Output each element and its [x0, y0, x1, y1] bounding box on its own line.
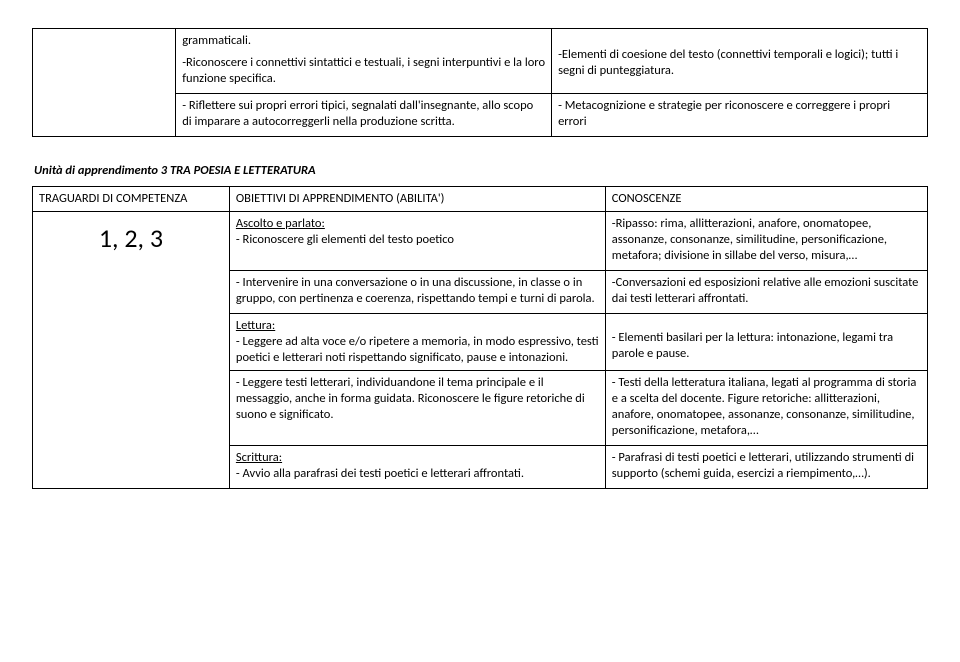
text: - Parafrasi di testi poetici e letterari…	[612, 450, 921, 482]
text: -Conversazioni ed esposizioni relative a…	[612, 275, 921, 307]
subheading: Ascolto e parlato:	[236, 216, 325, 231]
text: - Riflettere sui propri errori tipici, s…	[182, 98, 545, 130]
traguardi-cell: 1, 2, 3	[33, 212, 230, 489]
header-cell: OBIETTIVI DI APPRENDIMENTO (ABILITA')	[229, 187, 605, 212]
text: - Leggere ad alta voce e/o ripetere a me…	[236, 334, 599, 365]
text: - Testi della letteratura italiana, lega…	[612, 375, 921, 439]
unit-heading: Unità di apprendimento 3 TRA POESIA E LE…	[34, 163, 928, 178]
text: - Leggere testi letterari, individuandon…	[236, 375, 599, 423]
cell: - Testi della letteratura italiana, lega…	[605, 371, 927, 446]
cell: - Leggere testi letterari, individuandon…	[229, 371, 605, 446]
subheading: Scrittura:	[236, 450, 282, 465]
cell: - Intervenire in una conversazione o in …	[229, 271, 605, 314]
text: -Ripasso: rima, allitterazioni, anafore,…	[612, 216, 921, 264]
table-row: 1, 2, 3 Ascolto e parlato: - Riconoscere…	[33, 212, 928, 271]
table-top: grammaticali. -Riconoscere i connettivi …	[32, 28, 928, 137]
cell: -Ripasso: rima, allitterazioni, anafore,…	[605, 212, 927, 271]
text: grammaticali.	[182, 33, 545, 49]
text: -Riconoscere i connettivi sintattici e t…	[182, 55, 545, 87]
header-cell: CONOSCENZE	[605, 187, 927, 212]
text: -Elementi di coesione del testo (connett…	[558, 47, 921, 79]
cell: Ascolto e parlato: - Riconoscere gli ele…	[229, 212, 605, 271]
table-unit: TRAGUARDI DI COMPETENZA OBIETTIVI DI APP…	[32, 186, 928, 489]
cell: grammaticali. -Riconoscere i connettivi …	[176, 29, 552, 94]
cell: - Metacognizione e strategie per riconos…	[552, 94, 928, 137]
table-row: grammaticali. -Riconoscere i connettivi …	[33, 29, 928, 94]
text: - Metacognizione e strategie per riconos…	[558, 98, 921, 130]
text: - Riconoscere gli elementi del testo poe…	[236, 232, 454, 247]
text: - Intervenire in una conversazione o in …	[236, 275, 599, 307]
cell: -Elementi di coesione del testo (connett…	[552, 29, 928, 94]
text: - Elementi basilari per la lettura: into…	[612, 330, 921, 362]
cell-empty	[33, 29, 176, 137]
header-cell: TRAGUARDI DI COMPETENZA	[33, 187, 230, 212]
cell: Lettura: - Leggere ad alta voce e/o ripe…	[229, 314, 605, 371]
subheading: Lettura:	[236, 318, 275, 333]
cell: - Elementi basilari per la lettura: into…	[605, 314, 927, 371]
table-row: TRAGUARDI DI COMPETENZA OBIETTIVI DI APP…	[33, 187, 928, 212]
cell: - Riflettere sui propri errori tipici, s…	[176, 94, 552, 137]
cell: Scrittura: - Avvio alla parafrasi dei te…	[229, 446, 605, 489]
text: - Avvio alla parafrasi dei testi poetici…	[236, 466, 524, 481]
cell: -Conversazioni ed esposizioni relative a…	[605, 271, 927, 314]
cell: - Parafrasi di testi poetici e letterari…	[605, 446, 927, 489]
